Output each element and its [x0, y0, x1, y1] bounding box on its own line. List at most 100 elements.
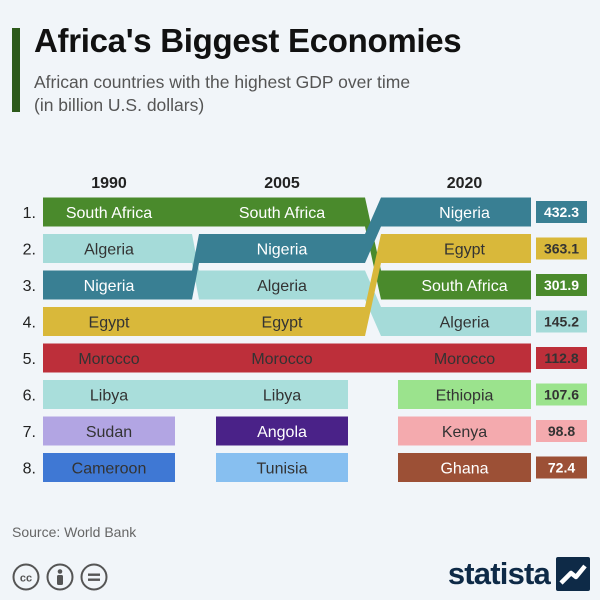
value-badge-morocco [536, 347, 587, 369]
no-derivatives-icon [80, 563, 108, 591]
statista-logo: statista [448, 556, 590, 592]
bar-south-africa-1990 [43, 197, 175, 227]
bar-egypt-2005 [216, 307, 348, 336]
ranking-chart: South Africa Algeria Nigeria Egypt Morocco Li… [23, 175, 587, 482]
bar-libya-2005 [216, 380, 348, 409]
value-label-south-africa: 301.9 [544, 277, 579, 293]
connector-south-africa-1990-2005 [174, 197, 217, 227]
bar-cameroon-1990 [43, 453, 175, 482]
rank-label-3: 3. [23, 278, 36, 295]
bar-label-nigeria-2005: Nigeria [257, 242, 308, 259]
value-badge-ghana [536, 456, 587, 479]
bar-label-morocco-2005: Morocco [251, 351, 312, 368]
bar-label-kenya-2020: Kenya [442, 424, 487, 441]
year-header-1990: 1990 [91, 175, 127, 192]
bar-label-angola-2005: Angola [257, 424, 307, 441]
value-badge-nigeria [536, 201, 587, 223]
statista-mark-icon [556, 557, 590, 591]
chart-subtitle: African countries with the highest GDP o… [34, 71, 554, 117]
connector-layer [174, 197, 399, 409]
bar-ghana-2020 [398, 453, 531, 482]
license-icons: cc [12, 563, 108, 591]
value-label-morocco: 112.8 [544, 350, 578, 366]
bar-morocco-2005 [216, 343, 348, 373]
bar-label-morocco-2020: Morocco [434, 351, 495, 368]
bar-ethiopia-2020 [398, 380, 531, 409]
subtitle-line-1: African countries with the highest GDP o… [34, 72, 411, 92]
rank-label-2: 2. [23, 242, 36, 259]
bar-angola-2005 [216, 416, 348, 446]
bar-algeria-2020 [398, 307, 531, 336]
bar-egypt-2020 [398, 234, 531, 263]
bar-label-cameroon-1990: Cameroon [72, 461, 147, 478]
bar-libya-1990 [43, 380, 175, 409]
rank-label-7: 7. [23, 424, 36, 441]
bar-label-nigeria-1990: Nigeria [84, 278, 135, 295]
value-label-ethiopia: 107.6 [544, 387, 579, 403]
bar-label-south-africa-1990: South Africa [66, 205, 152, 222]
bar-label-egypt-2020: Egypt [444, 242, 485, 259]
value-label-kenya: 98.8 [548, 423, 575, 439]
rank-label-4: 4. [23, 315, 36, 332]
brand-name: statista [447, 556, 551, 591]
connector-nigeria-1990-2005 [174, 234, 217, 300]
bar-label-egypt-1990: Egypt [89, 315, 130, 332]
source-note: Source: World Bank [12, 524, 137, 540]
bar-kenya-2020 [398, 416, 531, 446]
bar-algeria-2005 [216, 270, 348, 300]
value-label-nigeria: 432.3 [544, 204, 579, 220]
value-badge-ethiopia [536, 383, 587, 406]
bar-nigeria-2005 [216, 234, 348, 263]
bar-morocco-2020 [398, 343, 531, 373]
bar-label-tunisia-2005: Tunisia [257, 461, 308, 478]
chart-title: Africa's Biggest Economies [34, 22, 462, 59]
bar-label-south-africa-2020: South Africa [421, 278, 507, 295]
connector-south-africa-2005-2020 [347, 197, 399, 300]
connector-morocco-1990-2005 [174, 343, 217, 373]
connector-egypt-1990-2005 [174, 307, 217, 336]
connector-morocco-2005-2020 [347, 343, 399, 373]
connector-nigeria-2005-2020 [347, 197, 399, 263]
value-badge-south-africa [536, 274, 587, 296]
bar-label-nigeria-2020: Nigeria [439, 205, 490, 222]
bar-egypt-1990 [43, 307, 175, 336]
bar-layer: South Africa Algeria Nigeria Egypt Morocco Li… [43, 197, 587, 482]
bar-label-ghana-2020: Ghana [440, 461, 488, 478]
bar-morocco-1990 [43, 343, 175, 373]
bar-label-south-africa-2005: South Africa [239, 205, 325, 222]
bar-algeria-1990 [43, 234, 175, 263]
bar-south-africa-2020 [398, 270, 531, 300]
bar-label-egypt-2005: Egypt [262, 315, 303, 332]
title-accent-bar [12, 28, 20, 112]
year-header-2020: 2020 [447, 175, 483, 192]
value-label-ghana: 72.4 [548, 460, 575, 476]
value-badge-egypt [536, 237, 587, 260]
bar-label-algeria-1990: Algeria [84, 242, 134, 259]
bar-south-africa-2005 [216, 197, 348, 227]
value-label-egypt: 363.1 [544, 241, 579, 257]
bar-label-algeria-2020: Algeria [440, 315, 490, 332]
subtitle-line-2: (in billion U.S. dollars) [34, 95, 205, 115]
bar-sudan-1990 [43, 416, 175, 446]
rank-label-6: 6. [23, 388, 36, 405]
svg-text:cc: cc [20, 573, 32, 585]
rank-label-1: 1. [23, 205, 36, 222]
bar-nigeria-1990 [43, 270, 175, 300]
bar-label-morocco-1990: Morocco [78, 351, 139, 368]
rank-label-8: 8. [23, 461, 36, 478]
value-badge-kenya [536, 420, 587, 442]
bar-label-ethiopia-2020: Ethiopia [436, 388, 494, 405]
bar-nigeria-2020 [398, 197, 531, 227]
value-badge-algeria [536, 310, 587, 333]
connector-egypt-2005-2020 [347, 234, 399, 336]
bar-label-libya-1990: Libya [90, 388, 128, 405]
value-label-algeria: 145.2 [544, 314, 579, 330]
attribution-icon [46, 563, 74, 591]
connector-algeria-2005-2020 [347, 270, 399, 336]
bar-label-algeria-2005: Algeria [257, 278, 307, 295]
bar-label-sudan-1990: Sudan [86, 424, 132, 441]
bar-label-libya-2005: Libya [263, 388, 301, 405]
connector-libya-1990-2005 [174, 380, 217, 409]
rank-label-5: 5. [23, 351, 36, 368]
year-header-2005: 2005 [264, 175, 300, 192]
